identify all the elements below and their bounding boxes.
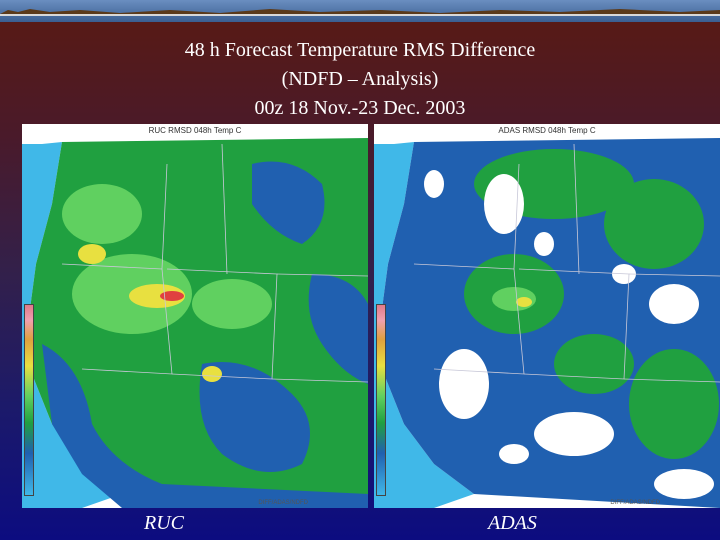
adas-high-region — [516, 297, 532, 307]
title-line-3: 00z 18 Nov.-23 Dec. 2003 — [254, 97, 466, 119]
top-banner — [0, 0, 720, 22]
ruc-state-borders — [61, 143, 368, 383]
adas-no-data-regions — [424, 170, 714, 499]
adas-ocean — [374, 142, 474, 508]
slide-title: 48 h Forecast Temperature RMS Difference… — [0, 36, 720, 123]
ruc-mid-region-3 — [192, 279, 272, 329]
adas-map-panel: ADAS RMSD 048h Temp C DIFF/ADAS/NDFD — [374, 124, 720, 508]
ruc-peak-region — [160, 291, 184, 301]
ruc-high-region-3 — [202, 366, 222, 382]
adas-mid-region-4 — [629, 349, 719, 459]
adas-state-borders — [413, 143, 720, 383]
banner-decoration — [0, 9, 720, 16]
adas-map-footer: DIFF/ADAS/NDFD — [610, 500, 660, 506]
ruc-low-region-3 — [252, 161, 325, 244]
adas-map — [374, 138, 720, 508]
ruc-map-panel: RUC RMSD 048h Temp C DIFF/ADAS/NDFD — [22, 124, 368, 508]
ruc-low-region-4 — [308, 274, 368, 384]
ruc-colorbar — [24, 304, 34, 496]
ruc-mid-region-2 — [62, 184, 142, 244]
adas-map-header: ADAS RMSD 048h Temp C — [498, 126, 596, 135]
title-line-1: 48 h Forecast Temperature RMS Difference — [184, 39, 536, 61]
ruc-low-region-2 — [199, 362, 310, 472]
title-line-2: (NDFD – Analysis) — [281, 68, 439, 90]
ruc-low-region — [42, 344, 368, 508]
ruc-caption: RUC — [144, 512, 184, 534]
adas-mid-region-5 — [554, 334, 634, 394]
adas-caption: ADAS — [488, 512, 537, 534]
ruc-high-region — [129, 284, 185, 308]
ruc-map — [22, 138, 368, 508]
ruc-ocean — [22, 142, 122, 508]
adas-mid-region-3 — [604, 179, 704, 269]
ruc-map-header: RUC RMSD 048h Temp C — [148, 126, 242, 135]
adas-colorbar — [376, 304, 386, 496]
ruc-map-footer: DIFF/ADAS/NDFD — [258, 500, 308, 506]
ruc-high-region-2 — [78, 244, 106, 264]
